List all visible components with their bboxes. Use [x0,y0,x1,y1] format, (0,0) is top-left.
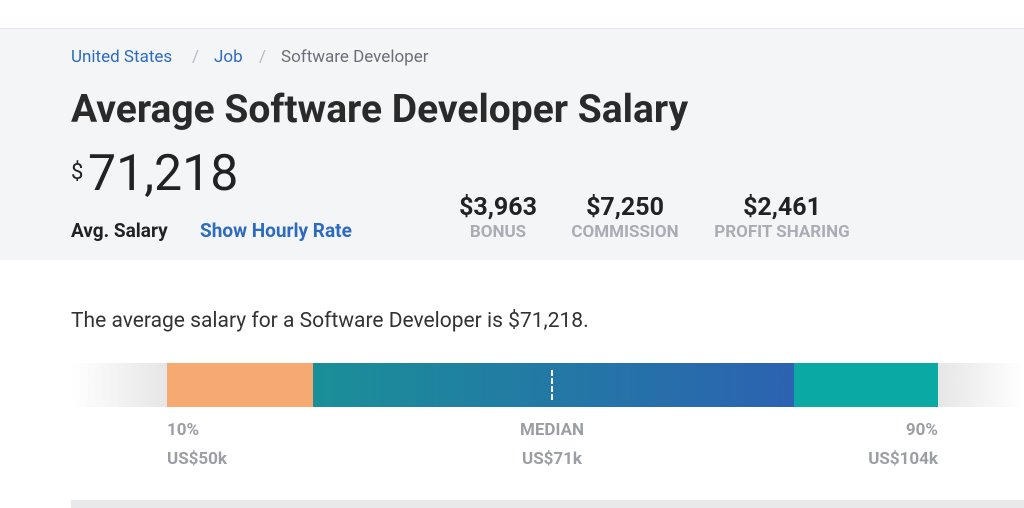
bar-high [794,363,938,407]
bar-mid [313,363,794,407]
section-divider [71,500,1024,508]
bar-low [167,363,313,407]
stat-value: $3,963 [459,193,537,222]
breadcrumb-link[interactable]: United States [71,47,173,67]
range-amount: US$50k [167,449,228,469]
bar-fade [938,363,1024,407]
avg-label: Avg. Salary [71,219,168,242]
summary-text: The average salary for a Software Develo… [71,309,589,333]
range-label: 10% [167,420,200,440]
range-label: 90% [905,420,938,440]
breadcrumb-separator: / [259,47,267,67]
currency-symbol: $ [71,160,84,185]
median-marker [551,370,553,400]
hourly-link[interactable]: Show Hourly Rate [200,219,352,242]
range-amount: US$104k [868,449,938,469]
breadcrumb-current: Software Developer [281,47,429,67]
stat-label: BONUS [469,222,527,242]
stat-value: $2,461 [743,193,821,222]
breadcrumb-separator: / [192,47,200,67]
top-divider [0,28,1024,29]
range-label: MEDIAN [519,420,585,440]
stat-value: $7,250 [586,193,664,222]
breadcrumb-link[interactable]: Job [214,47,243,67]
page-title: Average Software Developer Salary [71,86,689,132]
stat-label: COMMISSION [571,222,679,242]
salary-amount: 71,218 [88,145,239,203]
range-amount: US$71k [521,449,583,469]
stat-label: PROFIT SHARING [714,222,850,242]
header-panel [0,29,1024,260]
bar-fade [71,363,167,407]
